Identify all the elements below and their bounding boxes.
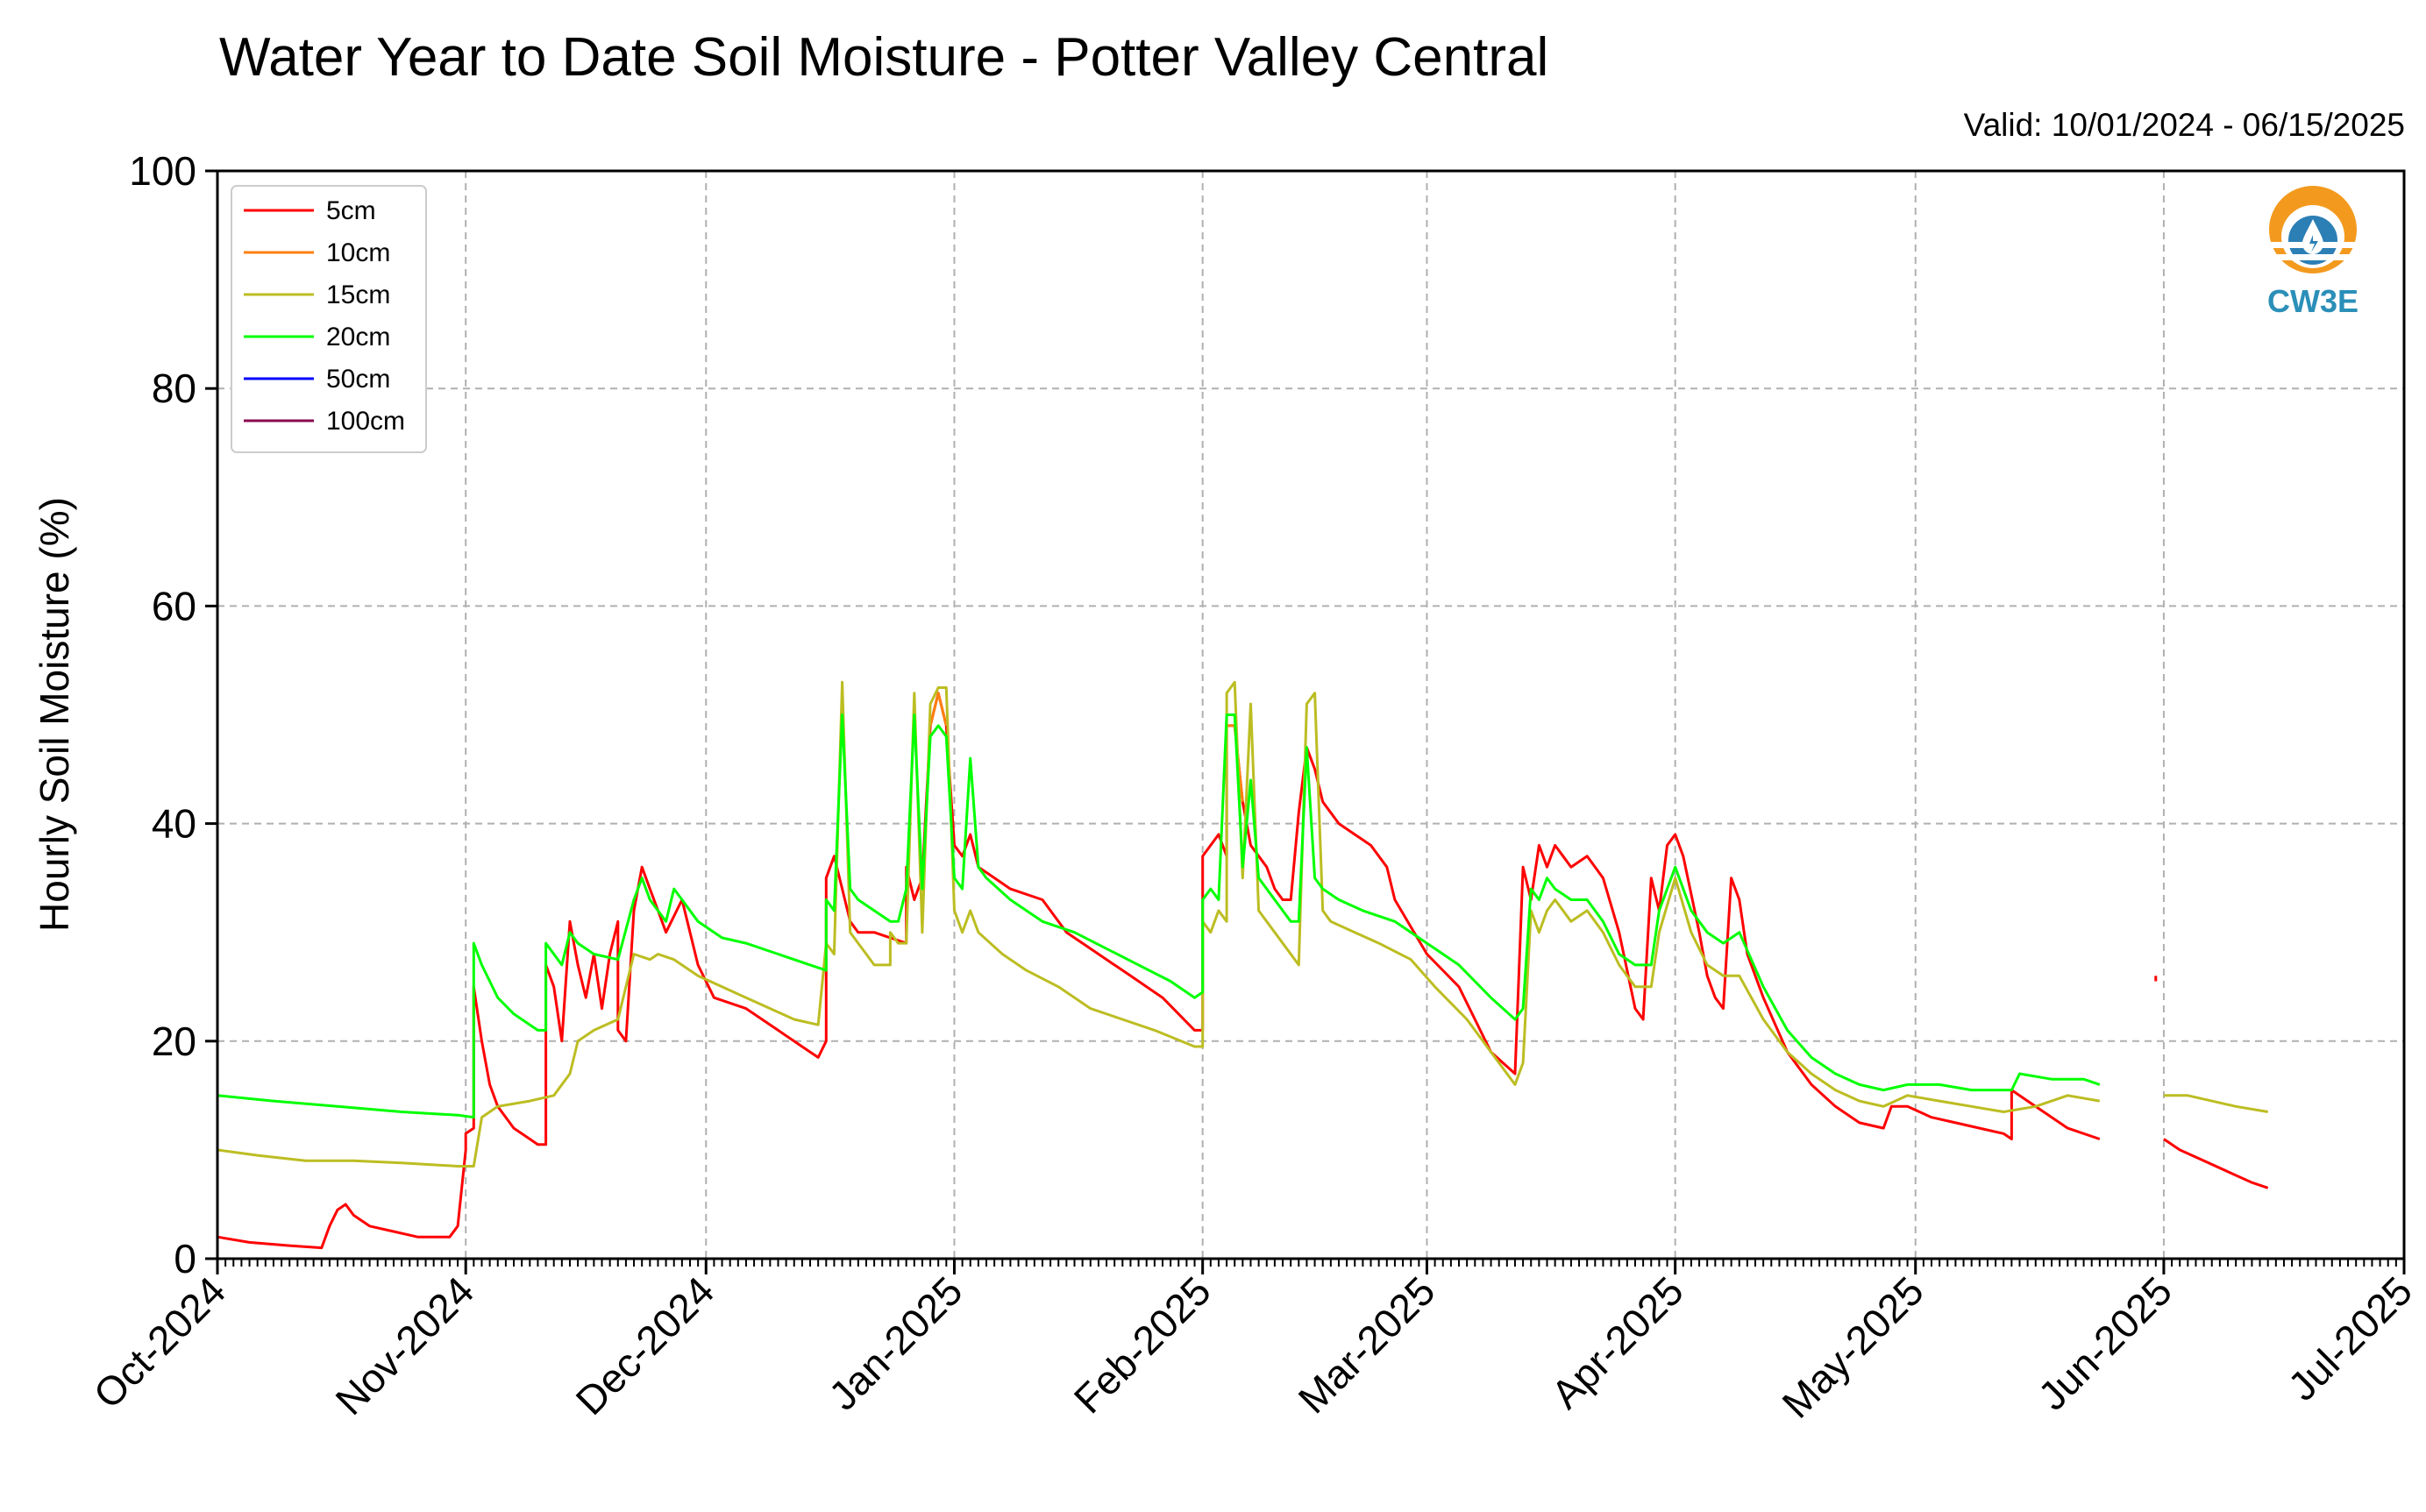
x-tick-label: Nov-2024 <box>326 1267 482 1423</box>
y-tick-label: 100 <box>129 148 196 194</box>
x-tick-label: Mar-2025 <box>1290 1267 1444 1422</box>
series-line-10cm <box>928 692 948 727</box>
y-tick-label: 40 <box>152 801 196 847</box>
series-line-15cm <box>217 680 2101 1168</box>
x-tick-label: Feb-2025 <box>1065 1267 1220 1422</box>
cw3e-logo-text: CW3E <box>2267 283 2358 319</box>
cw3e-logo: CW3E <box>2264 186 2362 319</box>
series-line-5cm <box>2163 1138 2269 1189</box>
x-tick-label: Jun-2025 <box>2030 1267 2181 1418</box>
series-line-5cm <box>217 692 2101 1250</box>
plot-frame <box>216 169 2406 1260</box>
chart-title: Water Year to Date Soil Moisture - Potte… <box>219 27 1549 88</box>
x-tick-label: Jan-2025 <box>820 1267 971 1418</box>
series-line-20cm <box>217 713 2101 1119</box>
legend-label: 20cm <box>326 323 390 351</box>
x-tick-label: Apr-2025 <box>1542 1267 1692 1417</box>
legend-label: 5cm <box>326 196 376 225</box>
x-tick-label: Jul-2025 <box>2280 1267 2422 1409</box>
y-tick-label: 80 <box>152 366 196 411</box>
x-tick-label: Dec-2024 <box>567 1267 723 1423</box>
series-line-15cm <box>2163 1094 2268 1113</box>
valid-date-range: Valid: 10/01/2024 - 06/15/2025 <box>1963 107 2405 143</box>
legend-label: 50cm <box>326 365 390 394</box>
y-axis-label: Hourly Soil Moisture (%) <box>32 497 77 932</box>
y-tick-label: 20 <box>152 1019 196 1064</box>
x-tick-label: Oct-2024 <box>85 1267 235 1417</box>
data-series <box>217 680 2269 1250</box>
legend: 5cm 10cm 15cm 20cm 50cm 100cm <box>231 185 427 453</box>
x-tick-label: May-2025 <box>1773 1267 1932 1426</box>
legend-label: 100cm <box>326 407 405 436</box>
legend-label: 10cm <box>326 238 390 267</box>
y-tick-label: 0 <box>174 1236 196 1281</box>
legend-label: 15cm <box>326 280 390 309</box>
grid-lines <box>217 171 2404 1259</box>
y-tick-label: 60 <box>152 583 196 628</box>
